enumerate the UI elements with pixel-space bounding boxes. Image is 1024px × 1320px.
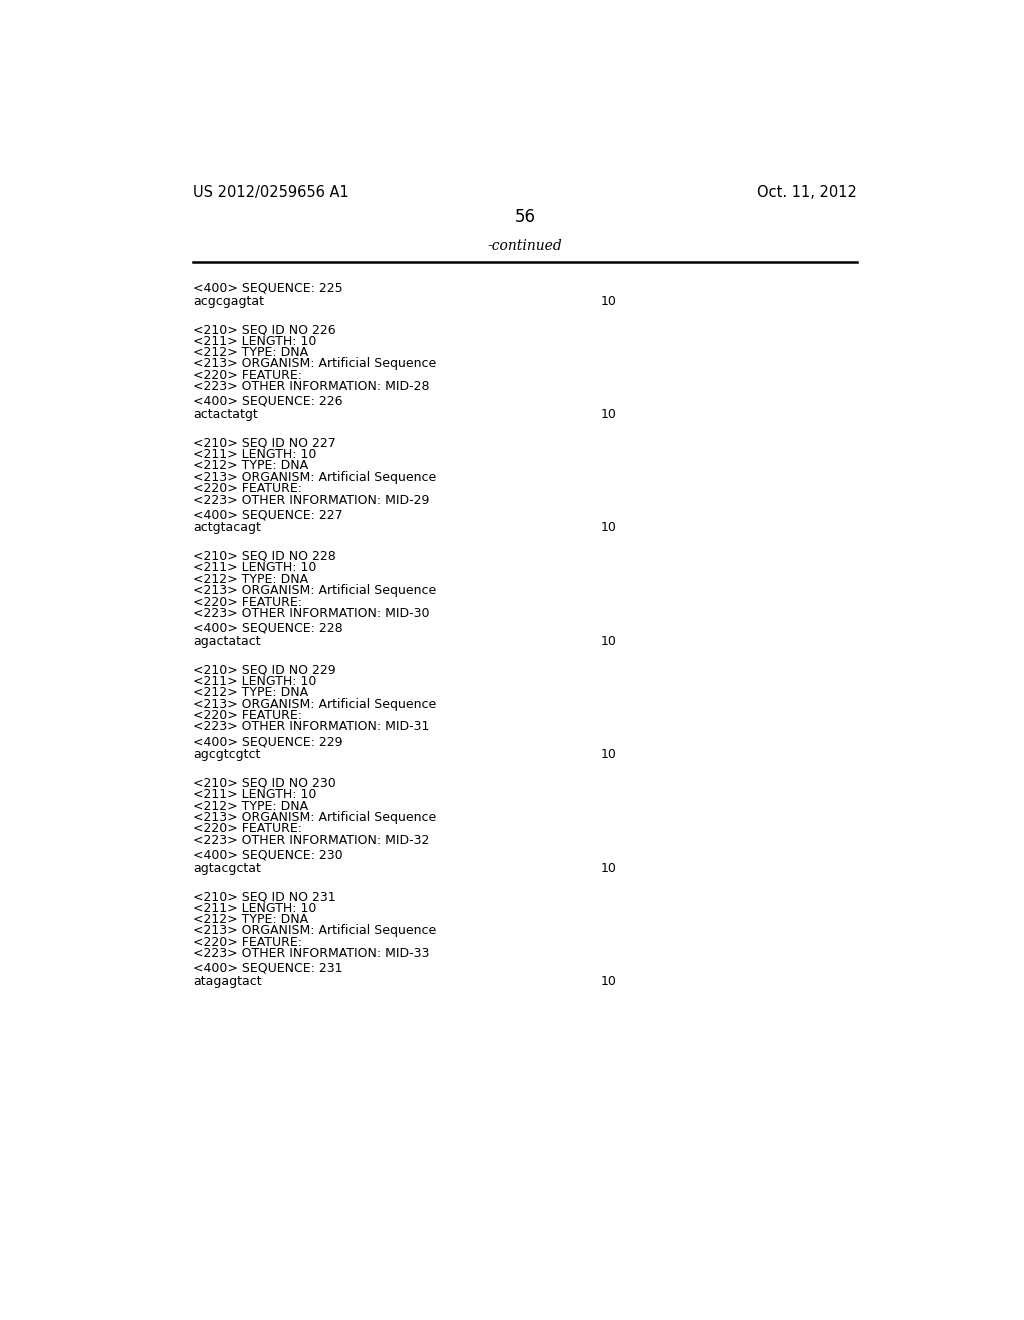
Text: <400> SEQUENCE: 228: <400> SEQUENCE: 228 <box>194 622 343 635</box>
Text: <210> SEQ ID NO 229: <210> SEQ ID NO 229 <box>194 664 336 676</box>
Text: <220> FEATURE:: <220> FEATURE: <box>194 709 302 722</box>
Text: <223> OTHER INFORMATION: MID-31: <223> OTHER INFORMATION: MID-31 <box>194 721 429 734</box>
Text: <220> FEATURE:: <220> FEATURE: <box>194 368 302 381</box>
Text: <220> FEATURE:: <220> FEATURE: <box>194 936 302 949</box>
Text: <211> LENGTH: 10: <211> LENGTH: 10 <box>194 334 316 347</box>
Text: 10: 10 <box>600 408 616 421</box>
Text: <210> SEQ ID NO 231: <210> SEQ ID NO 231 <box>194 890 336 903</box>
Text: atagagtact: atagagtact <box>194 975 262 989</box>
Text: <400> SEQUENCE: 225: <400> SEQUENCE: 225 <box>194 281 343 294</box>
Text: <400> SEQUENCE: 227: <400> SEQUENCE: 227 <box>194 508 343 521</box>
Text: <400> SEQUENCE: 230: <400> SEQUENCE: 230 <box>194 849 343 862</box>
Text: <213> ORGANISM: Artificial Sequence: <213> ORGANISM: Artificial Sequence <box>194 358 436 371</box>
Text: <210> SEQ ID NO 228: <210> SEQ ID NO 228 <box>194 550 336 562</box>
Text: 10: 10 <box>600 294 616 308</box>
Text: Oct. 11, 2012: Oct. 11, 2012 <box>757 185 856 201</box>
Text: 10: 10 <box>600 521 616 535</box>
Text: <213> ORGANISM: Artificial Sequence: <213> ORGANISM: Artificial Sequence <box>194 471 436 483</box>
Text: agtacgctat: agtacgctat <box>194 862 261 875</box>
Text: <220> FEATURE:: <220> FEATURE: <box>194 482 302 495</box>
Text: -continued: -continued <box>487 239 562 253</box>
Text: <220> FEATURE:: <220> FEATURE: <box>194 822 302 836</box>
Text: <212> TYPE: DNA: <212> TYPE: DNA <box>194 459 308 473</box>
Text: agcgtcgtct: agcgtcgtct <box>194 748 260 762</box>
Text: <211> LENGTH: 10: <211> LENGTH: 10 <box>194 675 316 688</box>
Text: 10: 10 <box>600 862 616 875</box>
Text: <400> SEQUENCE: 231: <400> SEQUENCE: 231 <box>194 962 343 975</box>
Text: <223> OTHER INFORMATION: MID-32: <223> OTHER INFORMATION: MID-32 <box>194 834 429 846</box>
Text: actactatgt: actactatgt <box>194 408 258 421</box>
Text: <211> LENGTH: 10: <211> LENGTH: 10 <box>194 902 316 915</box>
Text: <212> TYPE: DNA: <212> TYPE: DNA <box>194 913 308 925</box>
Text: acgcgagtat: acgcgagtat <box>194 294 264 308</box>
Text: <400> SEQUENCE: 226: <400> SEQUENCE: 226 <box>194 395 343 408</box>
Text: <211> LENGTH: 10: <211> LENGTH: 10 <box>194 447 316 461</box>
Text: <213> ORGANISM: Artificial Sequence: <213> ORGANISM: Artificial Sequence <box>194 924 436 937</box>
Text: <223> OTHER INFORMATION: MID-28: <223> OTHER INFORMATION: MID-28 <box>194 380 430 393</box>
Text: 10: 10 <box>600 635 616 648</box>
Text: <212> TYPE: DNA: <212> TYPE: DNA <box>194 346 308 359</box>
Text: <211> LENGTH: 10: <211> LENGTH: 10 <box>194 561 316 574</box>
Text: <212> TYPE: DNA: <212> TYPE: DNA <box>194 573 308 586</box>
Text: <211> LENGTH: 10: <211> LENGTH: 10 <box>194 788 316 801</box>
Text: <213> ORGANISM: Artificial Sequence: <213> ORGANISM: Artificial Sequence <box>194 810 436 824</box>
Text: <210> SEQ ID NO 227: <210> SEQ ID NO 227 <box>194 437 336 450</box>
Text: <212> TYPE: DNA: <212> TYPE: DNA <box>194 686 308 700</box>
Text: <223> OTHER INFORMATION: MID-30: <223> OTHER INFORMATION: MID-30 <box>194 607 430 620</box>
Text: <213> ORGANISM: Artificial Sequence: <213> ORGANISM: Artificial Sequence <box>194 697 436 710</box>
Text: agactatact: agactatact <box>194 635 261 648</box>
Text: <400> SEQUENCE: 229: <400> SEQUENCE: 229 <box>194 735 343 748</box>
Text: 10: 10 <box>600 975 616 989</box>
Text: <213> ORGANISM: Artificial Sequence: <213> ORGANISM: Artificial Sequence <box>194 585 436 597</box>
Text: actgtacagt: actgtacagt <box>194 521 261 535</box>
Text: 56: 56 <box>514 209 536 227</box>
Text: <223> OTHER INFORMATION: MID-33: <223> OTHER INFORMATION: MID-33 <box>194 948 429 960</box>
Text: <210> SEQ ID NO 226: <210> SEQ ID NO 226 <box>194 323 336 337</box>
Text: US 2012/0259656 A1: US 2012/0259656 A1 <box>194 185 349 201</box>
Text: <223> OTHER INFORMATION: MID-29: <223> OTHER INFORMATION: MID-29 <box>194 494 429 507</box>
Text: <220> FEATURE:: <220> FEATURE: <box>194 595 302 609</box>
Text: <212> TYPE: DNA: <212> TYPE: DNA <box>194 800 308 813</box>
Text: <210> SEQ ID NO 230: <210> SEQ ID NO 230 <box>194 776 336 789</box>
Text: 10: 10 <box>600 748 616 762</box>
